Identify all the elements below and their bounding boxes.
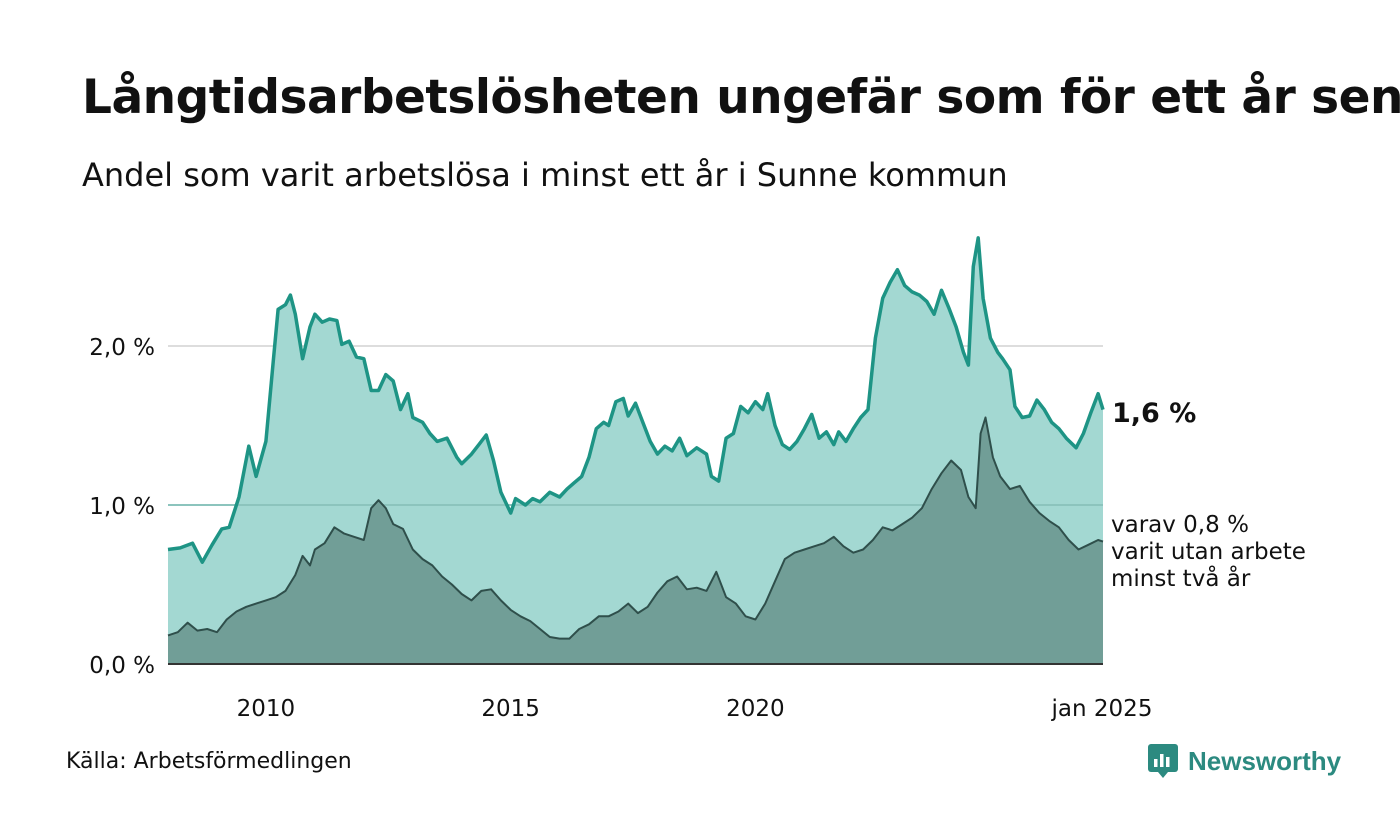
source-note: Källa: Arbetsförmedlingen — [66, 749, 352, 774]
x-tick-label-0: 2010 — [237, 696, 296, 722]
chart-subtitle: Andel som varit arbetslösa i minst ett å… — [82, 156, 1008, 194]
y-tick-label-1: 1,0 % — [89, 494, 155, 520]
y-tick-label-2: 2,0 % — [89, 335, 155, 361]
chart-title: Långtidsarbetslösheten ungefär som för e… — [82, 70, 1400, 125]
brand[interactable]: Newsworthy — [1148, 744, 1341, 778]
newsworthy-logo-icon — [1148, 744, 1178, 778]
series-1-end-label: 1,6 % — [1112, 398, 1196, 429]
x-tick-label-2: 2020 — [726, 696, 785, 722]
series-2-area — [168, 417, 1103, 664]
x-tick-label-3: jan 2025 — [1051, 696, 1153, 722]
series-1-line — [167, 236, 1105, 564]
series-2-end-label: varav 0,8 % varit utan arbete minst två år — [1111, 512, 1306, 592]
series-2-line — [167, 416, 1104, 640]
brand-name: Newsworthy — [1188, 745, 1342, 776]
y-tick-label-0: 0,0 % — [89, 653, 155, 679]
x-tick-label-1: 2015 — [481, 696, 540, 722]
